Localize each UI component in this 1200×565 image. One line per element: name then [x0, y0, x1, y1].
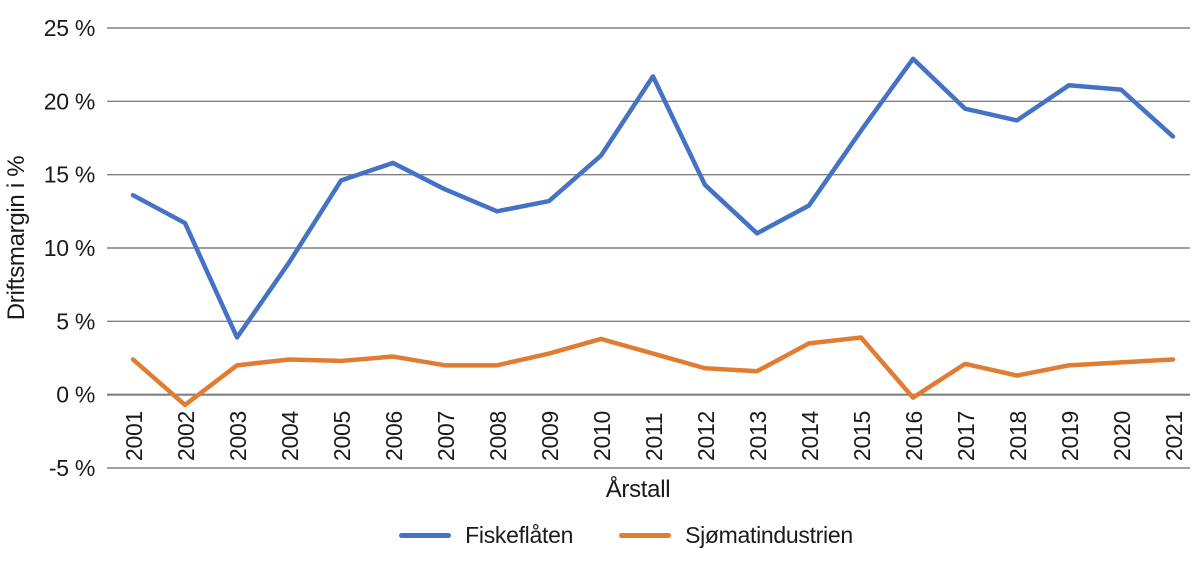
x-tick-label-2013: 2013	[745, 411, 771, 461]
line-chart: 25 %20 %15 %10 %5 %0 %-5 % 2001 2002 2003 2…	[3, 15, 1190, 503]
x-tick-label-2020: 2020	[1109, 411, 1135, 461]
x-tick-label-2019: 2019	[1057, 411, 1083, 461]
x-tick-label-2009: 2009	[537, 411, 563, 461]
x-tick-label-2021: 2021	[1161, 411, 1187, 461]
x-tick-label-2002: 2002	[173, 411, 199, 461]
legend-item-sjomatindustrien: Sjømatindustrien	[619, 522, 853, 549]
x-tick-label-2001: 2001	[121, 411, 147, 461]
gridlines	[107, 27, 1190, 469]
x-axis-tick-labels: 2001 2002 2003 2004 2005 2006 2007 2008 2009 2010…	[121, 411, 1187, 461]
x-tick-label-2015: 2015	[849, 411, 875, 461]
y-axis-title: Driftsmargin i %	[3, 156, 30, 321]
series-lines	[130, 56, 1176, 408]
legend-item-fiskeflaten: Fiskeflåten	[399, 522, 573, 549]
x-tick-label-2010: 2010	[589, 411, 615, 461]
y-tick-label-10: 10 %	[44, 235, 95, 261]
y-tick-label-25: 25 %	[44, 15, 95, 41]
series-line-sjomatindustrien	[130, 335, 1176, 408]
x-tick-label-2012: 2012	[693, 411, 719, 461]
y-tick-label-20: 20 %	[44, 88, 95, 114]
x-tick-label-2003: 2003	[225, 411, 251, 461]
x-axis-title: Årstall	[606, 475, 671, 503]
y-axis-tick-labels: 25 % 20 % 15 % 10 % 5 % 0 % -5 %	[44, 15, 96, 481]
y-tick-label-15: 15 %	[44, 162, 95, 188]
y-tick-label--5: -5 %	[49, 455, 95, 481]
y-tick-label-0: 0 %	[56, 382, 95, 408]
legend-label: Sjømatindustrien	[685, 522, 853, 548]
legend-line-swatch-blue	[399, 533, 452, 538]
x-tick-label-2017: 2017	[953, 411, 979, 461]
x-tick-label-2008: 2008	[485, 411, 511, 461]
x-tick-label-2005: 2005	[329, 411, 355, 461]
series-line-fiskeflaten	[130, 56, 1176, 340]
legend-line-swatch-orange	[619, 533, 672, 538]
x-tick-label-2004: 2004	[277, 411, 303, 461]
legend-label: Fiskeflåten	[465, 522, 574, 548]
x-tick-label-2016: 2016	[901, 411, 927, 461]
legend: Fiskeflåten Sjømatindustrien	[26, 522, 1200, 549]
x-tick-label-2014: 2014	[797, 411, 823, 461]
x-tick-label-2018: 2018	[1005, 411, 1031, 461]
y-tick-label-5: 5 %	[56, 308, 95, 334]
x-tick-label-2011: 2011	[641, 413, 667, 461]
x-tick-label-2007: 2007	[433, 411, 459, 461]
x-tick-label-2006: 2006	[381, 411, 407, 461]
